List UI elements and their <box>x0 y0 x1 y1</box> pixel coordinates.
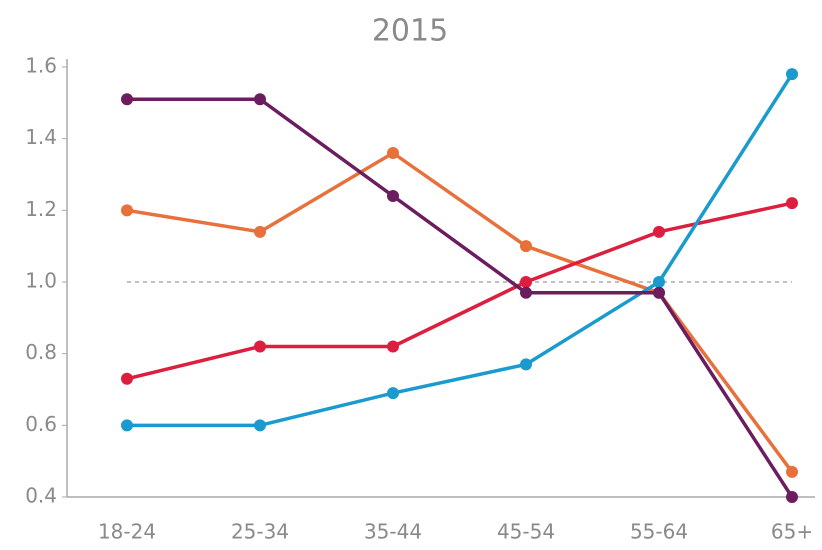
data-point <box>653 286 665 299</box>
y-tick-label: 1.6 <box>25 54 57 78</box>
x-tick-label: 45-54 <box>497 520 555 544</box>
data-point <box>387 147 399 159</box>
x-tick-label: 18-24 <box>98 520 156 544</box>
data-point <box>786 465 798 478</box>
x-tick-label: 25-34 <box>231 520 289 544</box>
data-point <box>653 276 665 288</box>
data-point <box>121 419 133 432</box>
y-tick-label: 0.8 <box>25 340 57 364</box>
data-point <box>520 276 532 288</box>
data-point <box>520 240 532 253</box>
data-point <box>653 225 665 238</box>
data-point <box>121 93 133 106</box>
series-line <box>127 97 794 498</box>
data-point <box>520 358 532 371</box>
data-point <box>786 197 798 210</box>
x-tick-label: 55-64 <box>630 520 688 544</box>
data-point <box>254 93 266 106</box>
data-point <box>121 204 133 217</box>
data-point <box>786 491 798 503</box>
series-line <box>126 201 793 381</box>
y-tick-label: 1.4 <box>25 125 57 149</box>
x-tick-label: 35-44 <box>364 520 422 544</box>
y-tick-label: 1.2 <box>25 197 57 221</box>
data-point <box>254 225 266 238</box>
data-point <box>520 286 532 299</box>
data-point <box>387 190 399 202</box>
data-point <box>387 387 399 400</box>
data-point <box>387 340 399 353</box>
data-point <box>254 419 266 432</box>
data-point <box>254 340 266 353</box>
y-tick-label: 0.6 <box>25 412 57 436</box>
data-point <box>121 372 133 385</box>
x-tick-label: 65+ <box>771 520 813 544</box>
series-line <box>127 73 794 428</box>
data-point <box>786 68 798 81</box>
chart-title: 2015 <box>372 14 448 49</box>
y-tick-label: 0.4 <box>25 484 57 508</box>
series-line <box>126 151 794 473</box>
y-tick-label: 1.0 <box>25 269 57 293</box>
